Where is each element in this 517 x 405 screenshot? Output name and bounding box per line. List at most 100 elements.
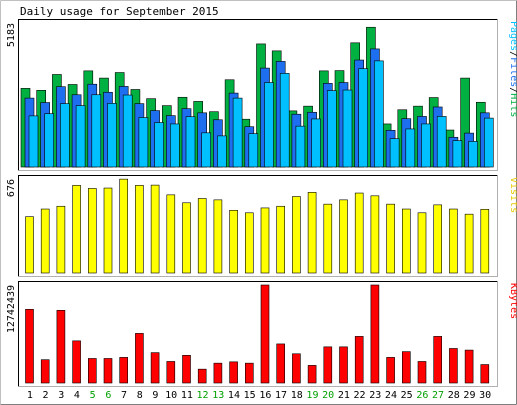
bar-kbytes-day-18 [292,353,301,384]
x-tick-label-day-30: 30 [479,390,491,401]
bar-visits-day-26 [417,212,427,274]
bar-kbytes-day-11 [182,355,191,384]
bar-visits-day-11 [182,202,191,274]
bar-visits-day-14 [229,209,238,274]
bar-pages-day-16 [264,82,274,168]
x-tick-label-day-11: 11 [181,390,193,401]
legend-hits-files-pages: Pages/Files/Hits [508,21,517,117]
bar-visits-day-2 [40,208,50,274]
x-tick-label-day-24: 24 [385,390,397,401]
bar-pages-day-2 [44,113,55,168]
bar-kbytes-day-23 [370,284,380,384]
panel-border-bottom-right [18,281,498,387]
bar-visits-day-8 [135,185,144,274]
bar-pages-day-1 [28,115,39,168]
bar-kbytes-day-8 [135,333,144,384]
bar-visits-day-22 [354,192,364,274]
bar-kbytes-day-5 [88,358,97,384]
bar-visits-day-12 [197,198,207,274]
bar-visits-day-9 [150,184,160,274]
bar-kbytes-day-12 [197,368,207,384]
bar-visits-day-27 [433,204,443,274]
x-tick-label-day-2: 2 [43,390,49,401]
bar-kbytes-day-20 [323,346,333,384]
bar-visits-day-29 [464,213,474,274]
y-max-label: 12742439 [6,285,17,333]
bar-kbytes-day-22 [354,336,364,384]
bar-pages-day-12 [201,132,211,168]
bar-kbytes-day-3 [56,310,66,384]
bar-pages-day-3 [60,103,70,168]
x-tick-label-day-7: 7 [121,390,127,401]
bar-pages-day-25 [405,128,416,168]
bar-kbytes-day-7 [119,357,128,384]
bar-pages-day-13 [217,135,227,168]
x-tick-label-day-4: 4 [74,390,80,401]
bar-pages-day-11 [185,116,196,168]
bar-visits-day-4 [72,185,81,274]
y-max-label: 5183 [6,23,17,47]
bar-visits-day-21 [339,199,348,274]
x-tick-label-day-23: 23 [369,390,381,401]
x-tick-label-day-3: 3 [58,390,64,401]
bar-visits-day-20 [323,203,333,274]
x-tick-label-day-18: 18 [291,390,303,401]
bar-visits-day-7 [119,178,128,274]
bar-kbytes-day-15 [245,362,254,384]
chart-title: Daily usage for September 2015 [20,5,219,18]
bar-pages-day-21 [342,89,353,168]
panel-hits-files-pages: 5183 Pages/Files/Hits [6,19,517,171]
x-tick-label-day-25: 25 [401,390,413,401]
bar-visits-day-5 [88,188,97,274]
bar-pages-day-30 [483,117,494,168]
bar-pages-day-22 [358,68,369,168]
legend-entry-kbytes: KBytes [508,283,517,319]
bar-pages-day-17 [279,73,290,168]
x-tick-label-day-29: 29 [463,390,475,401]
bar-pages-day-19 [311,118,321,168]
x-tick-label-day-15: 15 [244,390,256,401]
bar-visits-day-3 [56,205,66,274]
x-tick-label-day-27: 27 [432,390,444,401]
panel-border-top-left [18,281,498,387]
x-tick-label-day-8: 8 [137,390,143,401]
bar-pages-day-24 [389,138,400,168]
bar-kbytes-day-28 [449,348,458,384]
x-tick-label-day-28: 28 [448,390,460,401]
bar-kbytes-day-24 [386,357,395,384]
bar-pages-day-6 [107,103,117,168]
bar-kbytes-day-21 [339,346,348,384]
bar-kbytes-day-6 [103,358,113,384]
bar-pages-day-27 [436,116,447,168]
bar-pages-day-15 [248,133,259,168]
bar-pages-day-9 [154,122,164,168]
bar-visits-day-16 [260,207,270,274]
x-tick-label-day-10: 10 [165,390,177,401]
bar-kbytes-day-17 [276,343,286,384]
bar-kbytes-day-14 [229,361,238,384]
legend-separator: / [508,87,517,93]
bar-kbytes-day-4 [72,340,81,384]
bar-visits-day-18 [292,196,301,274]
bar-visits-day-19 [307,192,317,274]
bar-kbytes-day-1 [25,309,34,384]
x-tick-label-day-1: 1 [27,390,33,401]
legend-separator: / [508,51,517,57]
bar-kbytes-day-2 [40,359,50,384]
panel-background [18,175,497,276]
x-tick-label-day-13: 13 [212,390,224,401]
x-axis-labels: 1 2 3 4 5 6 7 8 9 10 11 12 13 14 15 16 17 18 19 20 21 22 23 24 2… [27,390,491,401]
bar-kbytes-day-29 [464,349,474,384]
panel-border-top-left [18,175,498,277]
bar-visits-day-15 [245,212,254,274]
bar-pages-day-20 [326,90,337,168]
panel-border-top-left [18,19,498,171]
legend-entry-hits: Hits [508,93,517,117]
x-tick-label-day-16: 16 [259,390,271,401]
bar-visits-day-25 [401,208,411,274]
bar-pages-day-5 [91,94,102,168]
bar-pages-day-28 [452,140,463,168]
bar-kbytes-day-27 [433,336,443,384]
bar-visits-day-24 [386,203,395,274]
